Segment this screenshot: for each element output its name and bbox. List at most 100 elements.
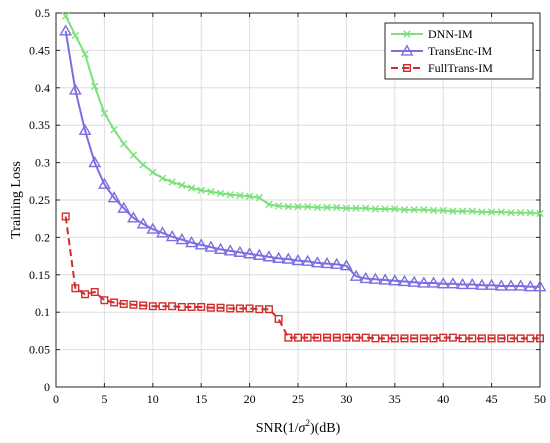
x-marker-stroke	[255, 194, 263, 202]
data-point	[284, 203, 293, 211]
data-point	[323, 333, 332, 342]
data-point	[536, 334, 545, 343]
x-marker-stroke	[403, 30, 411, 38]
data-point	[165, 230, 179, 242]
data-point	[158, 174, 167, 183]
data-point	[388, 274, 402, 286]
data-point	[107, 191, 121, 203]
data-point	[216, 303, 225, 312]
data-point	[127, 211, 140, 223]
y-tick-label: 0	[44, 380, 50, 394]
x-tick-label: 45	[486, 392, 498, 406]
y-axis-label: Training Loss	[9, 161, 24, 239]
x-marker-stroke	[149, 168, 157, 177]
data-point	[187, 302, 196, 311]
data-point	[194, 238, 208, 250]
x-marker-stroke	[410, 206, 418, 214]
data-point	[78, 123, 92, 136]
data-point	[129, 151, 138, 159]
data-point	[352, 333, 361, 342]
data-point	[330, 257, 344, 269]
data-point	[371, 334, 380, 343]
data-point	[398, 274, 411, 287]
data-point	[310, 256, 324, 268]
data-point	[468, 334, 477, 343]
data-point	[262, 250, 276, 262]
x-marker-stroke	[187, 184, 196, 192]
data-point	[233, 245, 247, 257]
x-marker-stroke	[265, 200, 273, 209]
data-point	[71, 31, 80, 40]
legend-entry: FullTrans-IM	[391, 61, 493, 75]
data-point	[226, 304, 235, 313]
data-point	[371, 205, 380, 213]
data-point	[427, 276, 440, 288]
data-point	[168, 302, 177, 311]
x-tick-label: 30	[340, 392, 352, 406]
data-point	[139, 301, 148, 310]
data-point	[465, 277, 479, 290]
x-marker-stroke	[391, 205, 399, 213]
data-point	[59, 24, 73, 36]
data-point	[177, 302, 186, 311]
x-marker-stroke	[91, 82, 99, 90]
data-point	[400, 44, 414, 56]
x-marker-stroke	[400, 206, 409, 214]
data-point	[313, 333, 322, 342]
data-point	[81, 290, 90, 299]
x-marker-stroke	[507, 209, 515, 217]
data-point	[149, 168, 157, 177]
data-point	[504, 279, 518, 291]
data-point	[381, 205, 389, 213]
x-tick-label: 10	[147, 392, 159, 406]
x-tick-label: 35	[389, 392, 401, 406]
data-point	[303, 203, 312, 211]
x-marker-stroke	[61, 12, 70, 20]
data-point	[362, 204, 370, 212]
data-point	[381, 334, 390, 343]
data-point	[81, 50, 89, 58]
data-point	[216, 189, 225, 197]
data-point	[514, 279, 528, 291]
data-point	[497, 334, 506, 343]
data-point	[390, 334, 399, 343]
series-line	[64, 30, 540, 288]
x-marker-stroke	[197, 186, 205, 194]
data-point	[523, 280, 537, 292]
x-tick-label: 50	[534, 392, 546, 406]
series-fulltrans-im	[61, 212, 545, 343]
x-marker-stroke	[449, 207, 457, 215]
legend-label: FullTrans-IM	[428, 61, 493, 75]
series-line	[64, 216, 540, 340]
x-marker-stroke	[294, 203, 302, 211]
data-point	[207, 188, 215, 196]
data-point	[323, 203, 331, 212]
data-point	[478, 208, 486, 216]
data-point	[235, 304, 244, 313]
data-point	[485, 278, 499, 290]
y-tick-label: 0.45	[29, 43, 50, 57]
x-marker-stroke	[342, 204, 351, 212]
x-marker-stroke	[158, 174, 167, 183]
data-point	[68, 83, 82, 95]
data-point	[507, 209, 515, 217]
x-tick-label: 15	[195, 392, 207, 406]
data-point	[136, 217, 150, 229]
data-point	[436, 277, 450, 289]
data-point	[420, 206, 428, 214]
series-dnn-im	[61, 12, 544, 218]
data-point	[403, 30, 411, 38]
x-marker-stroke	[303, 203, 312, 211]
data-point	[359, 271, 373, 284]
data-point	[378, 273, 392, 285]
data-point	[516, 209, 525, 217]
x-marker-stroke	[497, 208, 505, 216]
data-point	[146, 222, 160, 234]
x-marker-stroke	[178, 181, 186, 189]
data-point	[291, 253, 305, 266]
x-marker-stroke	[429, 206, 438, 215]
y-tick-label: 0.05	[29, 343, 50, 357]
data-point	[139, 161, 147, 169]
data-point	[187, 184, 196, 192]
